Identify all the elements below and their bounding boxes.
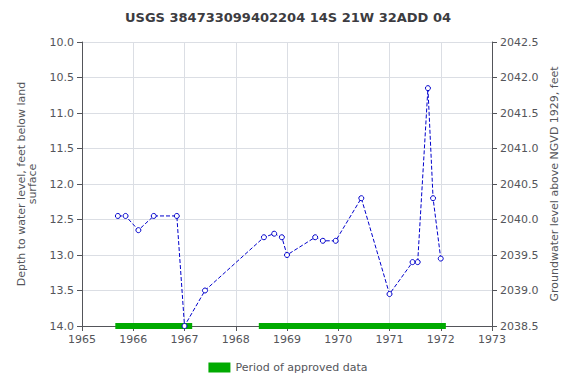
svg-text:surface: surface — [26, 163, 39, 204]
svg-text:13.5: 13.5 — [50, 284, 75, 297]
svg-text:1965: 1965 — [68, 333, 96, 346]
svg-text:1966: 1966 — [119, 333, 147, 346]
svg-text:2042.0: 2042.0 — [500, 71, 539, 84]
svg-text:1970: 1970 — [324, 333, 352, 346]
svg-text:14.0: 14.0 — [50, 320, 75, 333]
svg-text:1968: 1968 — [222, 333, 250, 346]
svg-text:Period of approved data: Period of approved data — [235, 361, 367, 374]
svg-text:1967: 1967 — [171, 333, 199, 346]
svg-text:1969: 1969 — [273, 333, 301, 346]
svg-text:13.0: 13.0 — [50, 249, 75, 262]
svg-text:11.0: 11.0 — [50, 107, 75, 120]
svg-text:1973: 1973 — [478, 333, 506, 346]
svg-text:10.0: 10.0 — [50, 36, 75, 49]
svg-text:1972: 1972 — [427, 333, 455, 346]
svg-text:USGS 384733099402204 14S 21W 3: USGS 384733099402204 14S 21W 32ADD 04 — [125, 10, 451, 25]
svg-text:11.5: 11.5 — [50, 142, 75, 155]
svg-text:2041.0: 2041.0 — [500, 142, 539, 155]
svg-text:2040.5: 2040.5 — [500, 178, 539, 191]
svg-text:2042.5: 2042.5 — [500, 36, 539, 49]
svg-text:2040.0: 2040.0 — [500, 213, 539, 226]
svg-text:10.5: 10.5 — [50, 71, 75, 84]
svg-text:12.5: 12.5 — [50, 213, 75, 226]
svg-text:2041.5: 2041.5 — [500, 107, 539, 120]
svg-text:2039.5: 2039.5 — [500, 249, 539, 262]
svg-text:2039.0: 2039.0 — [500, 284, 539, 297]
svg-text:1971: 1971 — [376, 333, 404, 346]
svg-text:12.0: 12.0 — [50, 178, 75, 191]
svg-text:2038.5: 2038.5 — [500, 320, 539, 333]
svg-text:Depth to water level, feet bel: Depth to water level, feet below land — [15, 81, 28, 287]
svg-text:Groundwater level above NGVD 1: Groundwater level above NGVD 1929, feet — [548, 66, 561, 302]
